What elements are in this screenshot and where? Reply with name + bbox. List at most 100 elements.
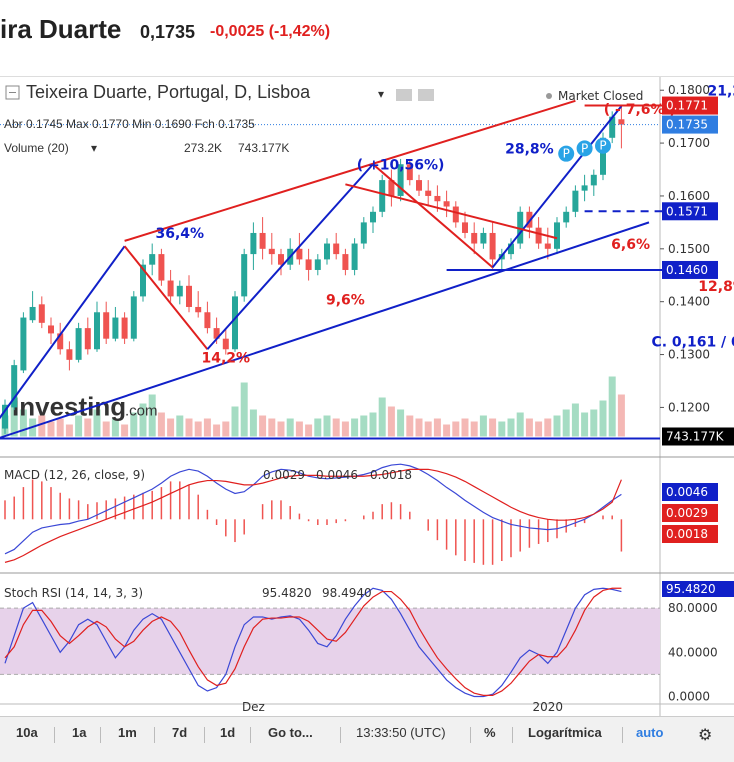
volume-bar — [378, 397, 386, 437]
y-tick-label: 0.1400 — [668, 295, 710, 309]
y-tick-label: 0.1300 — [668, 348, 710, 362]
volume-bar — [424, 421, 432, 437]
candle-body — [278, 254, 284, 265]
volume-bar — [259, 415, 267, 437]
volume-bar — [56, 418, 64, 437]
macd-signal-line — [4, 468, 622, 563]
candle-body — [2, 404, 8, 429]
candle-body — [342, 254, 349, 270]
candle-body — [324, 243, 330, 260]
candle-body — [112, 317, 119, 339]
candle-body — [296, 248, 303, 260]
market-status-dot — [546, 93, 552, 99]
stoch-d-line — [4, 587, 622, 696]
bottom-toolbar: 10a 1a 1m 7d 1d Go to... 13:33:50 (UTC)% Logarí… — [0, 716, 734, 762]
toolbar-item[interactable]: 7d — [172, 725, 188, 740]
candle-body — [57, 333, 64, 350]
candle-body — [434, 195, 441, 202]
volume-bar — [111, 418, 119, 437]
investing-watermark: Investing — [12, 391, 126, 421]
candle-body — [103, 312, 110, 339]
candle-body — [535, 227, 542, 244]
volume-bar — [84, 418, 92, 437]
candle-body — [149, 254, 156, 265]
toolbar-item[interactable]: Go to... — [268, 725, 313, 740]
instrument-name: ira Duarte — [0, 14, 122, 44]
macd-histogram-value: 0.0018 — [370, 468, 412, 482]
candle-body — [84, 328, 91, 350]
arrow-decline-6-6 — [345, 183, 558, 240]
volume-bar — [360, 415, 368, 437]
candle-body — [305, 259, 312, 270]
volume-bar — [268, 418, 276, 437]
candle-body — [20, 317, 27, 371]
chart-annotation: 14,2% — [202, 350, 251, 366]
volume-bar — [553, 415, 561, 437]
toolbar-separator — [54, 727, 55, 743]
candle-body — [140, 264, 146, 297]
chart-annotation: 12,8% — [698, 279, 734, 295]
volume-bar — [314, 418, 322, 437]
chart-area[interactable]: 0.1800 0.1700 0.1600 0.1500 0.1400 0.1300 0.12… — [0, 76, 734, 717]
price-tag — [662, 202, 718, 221]
volume-bar — [231, 406, 239, 437]
trendline-up-3 — [491, 105, 623, 268]
candle-body — [581, 185, 588, 191]
volume-bar — [194, 421, 202, 437]
toolbar-item[interactable]: 13:33:50 (UTC) — [356, 725, 446, 740]
trendline-up-2 — [206, 163, 374, 350]
toolbar-item[interactable]: % — [484, 725, 496, 740]
stoch-tag-label: 95.4820 — [666, 582, 716, 596]
candle-body — [268, 248, 275, 255]
volume-bar — [415, 418, 423, 437]
macd-tag-label: 0.0029 — [666, 506, 708, 520]
macd-label: MACD (12, 26, close, 9) — [4, 468, 145, 482]
price-tag-label: 0.1571 — [666, 204, 708, 218]
candle-body — [406, 164, 413, 181]
toolbar-separator — [512, 727, 513, 743]
toolbar-separator — [470, 727, 471, 743]
volume-bar — [38, 415, 46, 437]
trendline-down-2 — [372, 163, 494, 269]
candle-body — [351, 243, 358, 270]
volume-bar — [10, 400, 18, 437]
toolbar-item[interactable]: 1d — [220, 725, 236, 740]
toolbar-item[interactable]: auto — [636, 725, 664, 740]
candle-body — [94, 312, 100, 350]
candle-body — [360, 222, 367, 244]
toolbar-separator — [204, 727, 205, 743]
eye-icon[interactable] — [396, 89, 412, 101]
toolbar-item[interactable]: 1a — [72, 725, 87, 740]
price-chart[interactable]: 0.1800 0.1700 0.1600 0.1500 0.1400 0.1300 0.12… — [0, 77, 734, 717]
candle-body — [66, 349, 73, 360]
candle-body — [416, 180, 422, 191]
macd-signal-value: 0.0046 — [316, 468, 358, 482]
candle-body — [452, 206, 459, 223]
pivot-marker — [576, 140, 593, 157]
volume-bar — [332, 418, 340, 437]
candle-body — [167, 280, 174, 297]
chart-annotation: 21,2% — [708, 84, 734, 100]
stoch-tick-label: 40.0000 — [668, 645, 718, 659]
candle-body — [508, 243, 514, 255]
volume-bar — [295, 421, 303, 437]
volume-dropdown-icon: ▾ — [91, 141, 97, 155]
candle-body — [130, 296, 137, 339]
volume-bar — [443, 424, 451, 437]
candle-body — [544, 243, 551, 249]
collapse-icon[interactable] — [5, 85, 20, 100]
toolbar-item[interactable]: Logarítmica — [528, 725, 602, 740]
toolbar-item[interactable]: 1m — [118, 725, 137, 740]
gear-icon[interactable]: ⚙ — [698, 727, 713, 744]
ohlc-readout: Abr 0.1745 Max 0.1770 Min 0.1690 Fch 0.1… — [4, 117, 255, 131]
toolbar-item[interactable]: 10a — [16, 725, 38, 740]
settings-icon[interactable] — [418, 89, 434, 101]
toolbar-separator — [100, 727, 101, 743]
volume-bar — [617, 394, 625, 437]
chart-annotation: 9,6% — [326, 292, 365, 308]
volume-bar — [323, 415, 331, 437]
volume-bar — [139, 403, 147, 437]
candle-body — [443, 201, 450, 207]
volume-bar — [590, 409, 598, 437]
stoch-d-value: 98.4940 — [322, 586, 372, 600]
